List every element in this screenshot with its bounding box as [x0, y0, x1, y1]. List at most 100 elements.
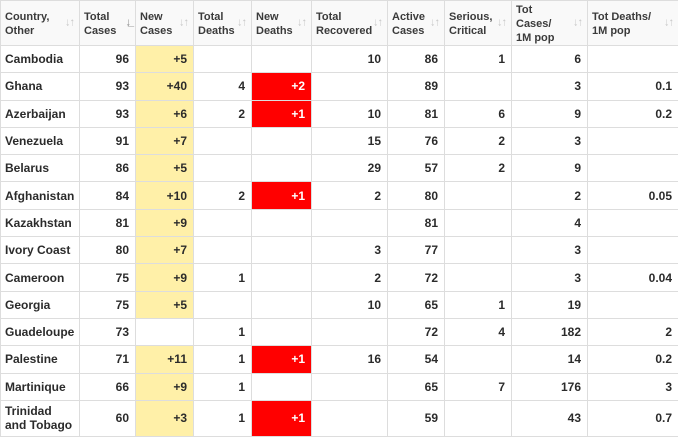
serious-critical-cell: 2: [445, 127, 512, 154]
sort-icon[interactable]: ↓↑: [497, 18, 506, 29]
total-recovered-cell: 3: [312, 237, 388, 264]
sort-icon[interactable]: ↓↑: [297, 18, 306, 29]
new-deaths-cell: [252, 46, 312, 73]
total-recovered-cell: [312, 209, 388, 236]
sort-icon[interactable]: ↓↑: [237, 18, 246, 29]
serious-critical-cell: [445, 400, 512, 436]
serious-critical-cell: [445, 209, 512, 236]
country-cell: Afghanistan: [1, 182, 80, 209]
total-cases-cell: 91: [80, 127, 136, 154]
active-cases-cell: 77: [388, 237, 445, 264]
tot-deaths-per-1m-cell: 0.05: [588, 182, 678, 209]
sort-icon[interactable]: ↓↑: [430, 18, 439, 29]
country-cell: Palestine: [1, 346, 80, 373]
total-deaths-cell: [194, 155, 252, 182]
country-cell: Georgia: [1, 291, 80, 318]
new-deaths-cell: [252, 291, 312, 318]
new-cases-cell: +7: [136, 237, 194, 264]
new-deaths-cell: +1: [252, 400, 312, 436]
column-header-tot-deaths-per-1m[interactable]: Tot Deaths/1M pop↓↑: [588, 1, 678, 46]
active-cases-cell: 65: [388, 291, 445, 318]
total-cases-cell: 73: [80, 318, 136, 345]
new-cases-cell: +9: [136, 209, 194, 236]
new-deaths-cell: [252, 127, 312, 154]
new-deaths-cell: [252, 237, 312, 264]
serious-critical-cell: 7: [445, 373, 512, 400]
country-cell: Kazakhstan: [1, 209, 80, 236]
total-deaths-cell: 1: [194, 400, 252, 436]
sort-icon[interactable]: ↓↑: [573, 18, 582, 29]
new-cases-cell: +5: [136, 155, 194, 182]
total-recovered-cell: [312, 373, 388, 400]
column-header-country[interactable]: Country,Other↓↑: [1, 1, 80, 46]
tot-deaths-per-1m-cell: 0.1: [588, 73, 678, 100]
total-deaths-cell: 1: [194, 373, 252, 400]
tot-deaths-per-1m-cell: [588, 237, 678, 264]
total-deaths-cell: [194, 209, 252, 236]
new-cases-cell: +3: [136, 400, 194, 436]
tot-cases-per-1m-cell: 4: [512, 209, 588, 236]
country-cell: Ghana: [1, 73, 80, 100]
sort-desc-icon[interactable]: ↓̲: [126, 18, 131, 29]
total-cases-cell: 71: [80, 346, 136, 373]
tot-cases-per-1m-cell: 3: [512, 127, 588, 154]
total-recovered-cell: 10: [312, 46, 388, 73]
new-cases-cell: +7: [136, 127, 194, 154]
total-cases-cell: 93: [80, 100, 136, 127]
country-cell: Trinidad and Tobago: [1, 400, 80, 436]
column-header-tot-cases-per-1m[interactable]: Tot Cases/1M pop↓↑: [512, 1, 588, 46]
tot-cases-per-1m-cell: 9: [512, 100, 588, 127]
country-cell: Guadeloupe: [1, 318, 80, 345]
active-cases-cell: 59: [388, 400, 445, 436]
sort-icon[interactable]: ↓↑: [373, 18, 382, 29]
total-deaths-cell: [194, 127, 252, 154]
total-recovered-cell: [312, 318, 388, 345]
serious-critical-cell: [445, 182, 512, 209]
active-cases-cell: 89: [388, 73, 445, 100]
new-deaths-cell: [252, 155, 312, 182]
active-cases-cell: 76: [388, 127, 445, 154]
tot-deaths-per-1m-cell: 0.7: [588, 400, 678, 436]
tot-cases-per-1m-cell: 6: [512, 46, 588, 73]
column-header-label: Cases: [84, 24, 131, 38]
active-cases-cell: 72: [388, 264, 445, 291]
active-cases-cell: 57: [388, 155, 445, 182]
total-recovered-cell: [312, 400, 388, 436]
tot-deaths-per-1m-cell: [588, 155, 678, 182]
column-header-label: Tot Deaths/: [592, 10, 674, 24]
sort-icon[interactable]: ↓↑: [65, 18, 74, 29]
total-recovered-cell: 2: [312, 182, 388, 209]
new-deaths-cell: +1: [252, 346, 312, 373]
sort-icon[interactable]: ↓↑: [179, 18, 188, 29]
sort-icon[interactable]: ↓↑: [664, 18, 673, 29]
new-deaths-cell: [252, 264, 312, 291]
total-cases-cell: 86: [80, 155, 136, 182]
country-cell: Belarus: [1, 155, 80, 182]
column-header-serious-critical[interactable]: Serious,Critical↓↑: [445, 1, 512, 46]
active-cases-cell: 86: [388, 46, 445, 73]
total-recovered-cell: 29: [312, 155, 388, 182]
total-recovered-cell: 10: [312, 291, 388, 318]
tot-cases-per-1m-cell: 3: [512, 73, 588, 100]
tot-cases-per-1m-cell: 2: [512, 182, 588, 209]
tot-deaths-per-1m-cell: 0.04: [588, 264, 678, 291]
total-recovered-cell: 15: [312, 127, 388, 154]
serious-critical-cell: 1: [445, 291, 512, 318]
tot-deaths-per-1m-cell: 3: [588, 373, 678, 400]
